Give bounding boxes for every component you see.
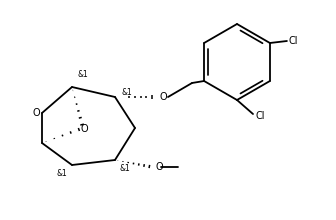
Text: Cl: Cl: [289, 36, 298, 46]
Text: &1: &1: [56, 169, 67, 178]
Text: O: O: [80, 124, 88, 134]
Text: O: O: [32, 108, 40, 118]
Text: O: O: [156, 162, 164, 172]
Text: &1: &1: [77, 70, 88, 79]
Text: &1: &1: [120, 163, 131, 172]
Text: O: O: [159, 92, 167, 102]
Text: &1: &1: [122, 88, 133, 97]
Text: Cl: Cl: [255, 111, 264, 121]
